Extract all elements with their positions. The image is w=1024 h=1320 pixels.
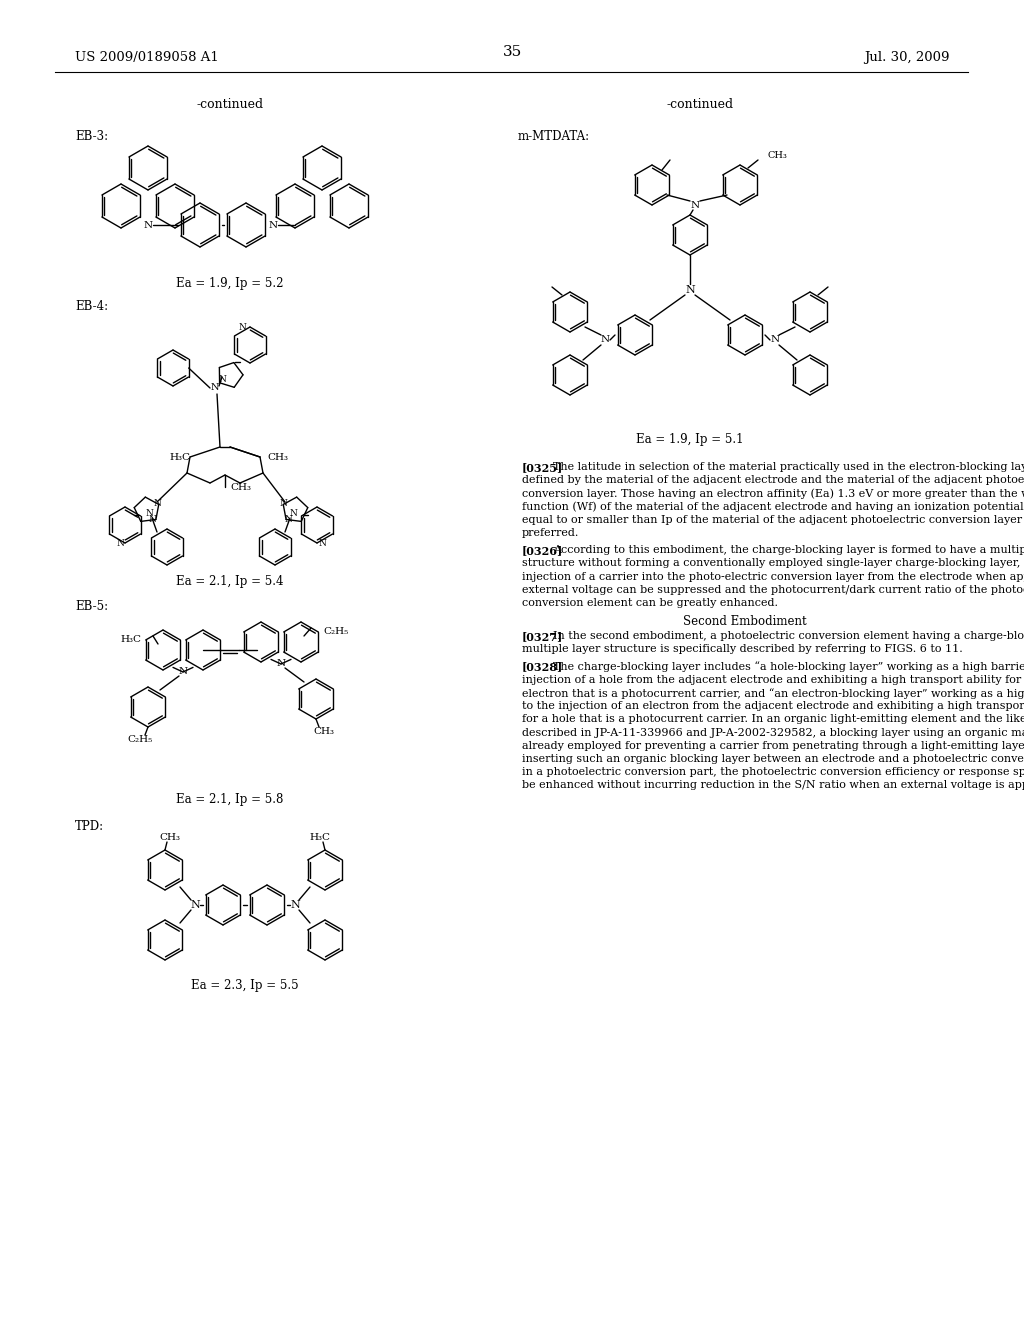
Text: N: N [685,285,695,294]
Text: in a photoelectric conversion part, the photoelectric conversion efficiency or r: in a photoelectric conversion part, the … [522,767,1024,777]
Text: multiple layer structure is specifically described by referring to FIGS. 6 to 11: multiple layer structure is specifically… [522,644,963,655]
Text: CH₃: CH₃ [160,833,180,842]
Text: N: N [190,900,200,909]
Text: Jul. 30, 2009: Jul. 30, 2009 [864,51,950,65]
Text: C₂H₅: C₂H₅ [127,734,153,743]
Text: N: N [284,516,292,524]
Text: N: N [268,220,278,230]
Text: N: N [276,660,286,668]
Text: In the second embodiment, a photoelectric conversion element having a charge-blo: In the second embodiment, a photoelectri… [553,631,1024,642]
Text: H₃C: H₃C [309,833,331,842]
Text: structure without forming a conventionally employed single-layer charge-blocking: structure without forming a conventional… [522,558,1024,569]
Text: TPD:: TPD: [75,820,104,833]
Text: preferred.: preferred. [522,528,580,539]
Text: N: N [143,220,153,230]
Text: be enhanced without incurring reduction in the S/N ratio when an external voltag: be enhanced without incurring reduction … [522,780,1024,791]
Text: EB-5:: EB-5: [75,601,109,612]
Text: for a hole that is a photocurrent carrier. In an organic light-emitting element : for a hole that is a photocurrent carrie… [522,714,1024,725]
Text: [0325]: [0325] [522,462,563,473]
Text: conversion element can be greatly enhanced.: conversion element can be greatly enhanc… [522,598,778,609]
Text: N: N [211,384,219,392]
Text: CH₃: CH₃ [768,150,787,160]
Text: N: N [289,508,297,517]
Text: Ea = 2.1, Ip = 5.4: Ea = 2.1, Ip = 5.4 [176,576,284,589]
Text: Ea = 2.1, Ip = 5.8: Ea = 2.1, Ip = 5.8 [176,793,284,807]
Text: N: N [290,900,300,909]
Text: N: N [238,323,246,333]
Text: CH₃: CH₃ [267,453,288,462]
Text: m-MTDATA:: m-MTDATA: [518,129,590,143]
Text: H₃C: H₃C [120,635,141,644]
Text: N: N [690,201,699,210]
Text: N: N [116,540,124,549]
Text: US 2009/0189058 A1: US 2009/0189058 A1 [75,51,219,65]
Text: external voltage can be suppressed and the photocurrent/dark current ratio of th: external voltage can be suppressed and t… [522,585,1024,595]
Text: already employed for preventing a carrier from penetrating through a light-emitt: already employed for preventing a carrie… [522,741,1024,751]
Text: N: N [280,499,287,508]
Text: Ea = 1.9, Ip = 5.2: Ea = 1.9, Ip = 5.2 [176,276,284,289]
Text: N: N [600,335,609,345]
Text: N: N [318,540,326,549]
Text: EB-4:: EB-4: [75,300,109,313]
Text: [0327]: [0327] [522,631,563,643]
Text: N: N [218,375,226,384]
Text: electron that is a photocurrent carrier, and “an electron-blocking layer” workin: electron that is a photocurrent carrier,… [522,688,1024,698]
Text: H₃C: H₃C [169,453,190,462]
Text: Ea = 1.9, Ip = 5.1: Ea = 1.9, Ip = 5.1 [636,433,743,446]
Text: CH₃: CH₃ [230,483,251,491]
Text: to the injection of an electron from the adjacent electrode and exhibiting a hig: to the injection of an electron from the… [522,701,1024,711]
Text: conversion layer. Those having an electron affinity (Ea) 1.3 eV or more greater : conversion layer. Those having an electr… [522,488,1024,499]
Text: injection of a carrier into the photo-electric conversion layer from the electro: injection of a carrier into the photo-el… [522,572,1024,582]
Text: function (Wf) of the material of the adjacent electrode and having an ionization: function (Wf) of the material of the adj… [522,502,1024,512]
Text: described in JP-A-11-339966 and JP-A-2002-329582, a blocking layer using an orga: described in JP-A-11-339966 and JP-A-200… [522,727,1024,738]
Text: EB-3:: EB-3: [75,129,109,143]
Text: N: N [770,335,779,345]
Text: According to this embodiment, the charge-blocking layer is formed to have a mult: According to this embodiment, the charge… [553,545,1024,556]
Text: defined by the material of the adjacent electrode and the material of the adjace: defined by the material of the adjacent … [522,475,1024,486]
Text: Ea = 2.3, Ip = 5.5: Ea = 2.3, Ip = 5.5 [191,978,299,991]
Text: C₂H₅: C₂H₅ [323,627,348,636]
Text: Second Embodiment: Second Embodiment [683,615,807,628]
Text: equal to or smaller than Ip of the material of the adjacent photoelectric conver: equal to or smaller than Ip of the mater… [522,515,1024,525]
Text: -continued: -continued [197,99,263,111]
Text: [0326]: [0326] [522,545,563,556]
Text: inserting such an organic blocking layer between an electrode and a photoelectri: inserting such an organic blocking layer… [522,754,1024,764]
Text: N: N [145,508,153,517]
Text: The charge-blocking layer includes “a hole-blocking layer” working as a high bar: The charge-blocking layer includes “a ho… [553,661,1024,672]
Text: N: N [178,668,187,676]
Text: CH₃: CH₃ [313,726,335,735]
Text: -continued: -continued [667,99,733,111]
Text: injection of a hole from the adjacent electrode and exhibiting a high transport : injection of a hole from the adjacent el… [522,675,1024,685]
Text: N: N [148,516,156,524]
Text: N: N [153,499,161,508]
Text: 35: 35 [503,45,521,59]
Text: The latitude in selection of the material practically used in the electron-block: The latitude in selection of the materia… [553,462,1024,473]
Text: [0328]: [0328] [522,661,563,673]
